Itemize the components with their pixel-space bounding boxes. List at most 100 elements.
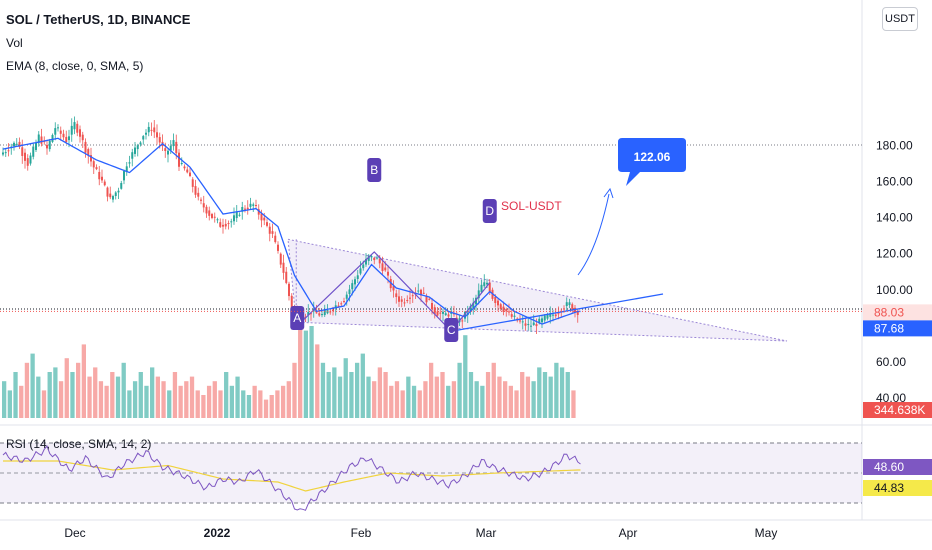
volume-bar [269, 395, 274, 418]
candle-body [205, 206, 208, 214]
time-axis: Dec 2022 Feb Mar Apr May [64, 526, 777, 540]
candle-body [112, 196, 114, 200]
volume-bar [13, 372, 18, 418]
candle-body [290, 295, 293, 310]
volume-bar [389, 385, 394, 418]
currency-unit-button[interactable]: USDT [882, 7, 918, 31]
volume-bar [411, 385, 417, 418]
candle-body [376, 257, 378, 259]
candle-body [392, 286, 395, 291]
candle-body [128, 162, 131, 164]
volume-bar [531, 381, 536, 418]
volume-bar [320, 362, 326, 418]
symbol-title[interactable]: SOL / TetherUS, 1D, BINANCE [6, 12, 191, 27]
candle-body [422, 292, 425, 294]
volume-bar [19, 385, 24, 418]
candle-body [37, 134, 40, 144]
volume-bar [514, 390, 519, 418]
candle-body [7, 150, 10, 152]
candle-body [189, 172, 191, 177]
candle-body [40, 136, 43, 144]
point-badge [367, 158, 382, 182]
volume-bar [332, 367, 337, 418]
candle-body [257, 209, 260, 215]
candle-body [409, 297, 411, 299]
candle-body [169, 145, 172, 151]
candle-body [180, 163, 183, 165]
candle-body [233, 215, 235, 222]
candle-body [150, 129, 153, 131]
volume-bar [138, 372, 143, 418]
volume-tag-bg [863, 402, 932, 418]
support-trendline [451, 293, 664, 332]
candle-body [541, 318, 543, 323]
time-tick-label: Mar [476, 526, 497, 540]
candle-body [508, 311, 510, 313]
candle-body [321, 314, 323, 316]
candle-body [249, 203, 252, 207]
candle-body [447, 314, 450, 317]
ema-legend[interactable]: EMA (8, close, 0, SMA, 5) [6, 59, 144, 73]
volume-bar [47, 372, 52, 418]
candle-body [365, 258, 367, 265]
point-label: B [370, 163, 378, 177]
volume-bar [315, 344, 320, 418]
volume-bar [548, 376, 553, 418]
volume-bar [132, 381, 138, 418]
time-tick-label: 2022 [204, 526, 231, 540]
ema-line [2, 137, 581, 325]
candle-body [395, 293, 398, 298]
candle-body [461, 320, 464, 322]
volume-bar [525, 376, 531, 418]
volume-bar [258, 390, 263, 418]
candle-body [263, 217, 266, 221]
rsi-legend[interactable]: RSI (14, close, SMA, 14, 2) [6, 437, 152, 451]
volume-bar [565, 372, 570, 418]
candle-body [197, 192, 200, 197]
candle-body [194, 186, 197, 195]
pattern-label: SOL-USDT [501, 199, 562, 213]
rsi-panel [0, 442, 862, 511]
price-axis: 40.0060.0080.00100.00120.00140.00160.001… [0, 139, 932, 496]
candle-body [57, 127, 59, 129]
ema-price-tag: 87.68 [874, 321, 904, 335]
volume-bar [537, 367, 542, 418]
candle-body [95, 167, 98, 170]
volume-bar [81, 344, 86, 418]
candle-body [202, 203, 205, 208]
candle-body [318, 313, 321, 316]
candle-body [81, 134, 84, 141]
candle-body [373, 257, 376, 261]
candle-body [235, 211, 238, 219]
target-price: 122.06 [634, 150, 671, 164]
candle-body [469, 305, 472, 312]
candle-body [557, 313, 560, 315]
candle-body [211, 214, 213, 218]
volume-legend[interactable]: Vol [6, 36, 23, 50]
rsi-line [2, 445, 581, 511]
candle-body [224, 223, 227, 227]
triangle-shape [287, 238, 788, 342]
candle-body [442, 311, 444, 314]
candle-body [417, 290, 420, 292]
point-badge [290, 306, 305, 330]
ema-price-tag-bg [863, 320, 932, 337]
candle-body [219, 222, 222, 227]
candle-body [398, 296, 400, 302]
volume-bar [229, 385, 235, 418]
volume-bar [150, 367, 155, 418]
candle-body [513, 315, 516, 317]
volume-bar [2, 381, 7, 418]
candle-body [87, 149, 90, 156]
candle-body [101, 176, 103, 181]
ema-series-line [2, 137, 581, 325]
candle-body [277, 244, 279, 251]
candle-body [268, 226, 271, 234]
candle-body [431, 303, 433, 310]
volume-bar [349, 372, 354, 418]
candle-body [4, 152, 7, 154]
candle-body [400, 299, 403, 302]
candle-body [510, 314, 513, 317]
